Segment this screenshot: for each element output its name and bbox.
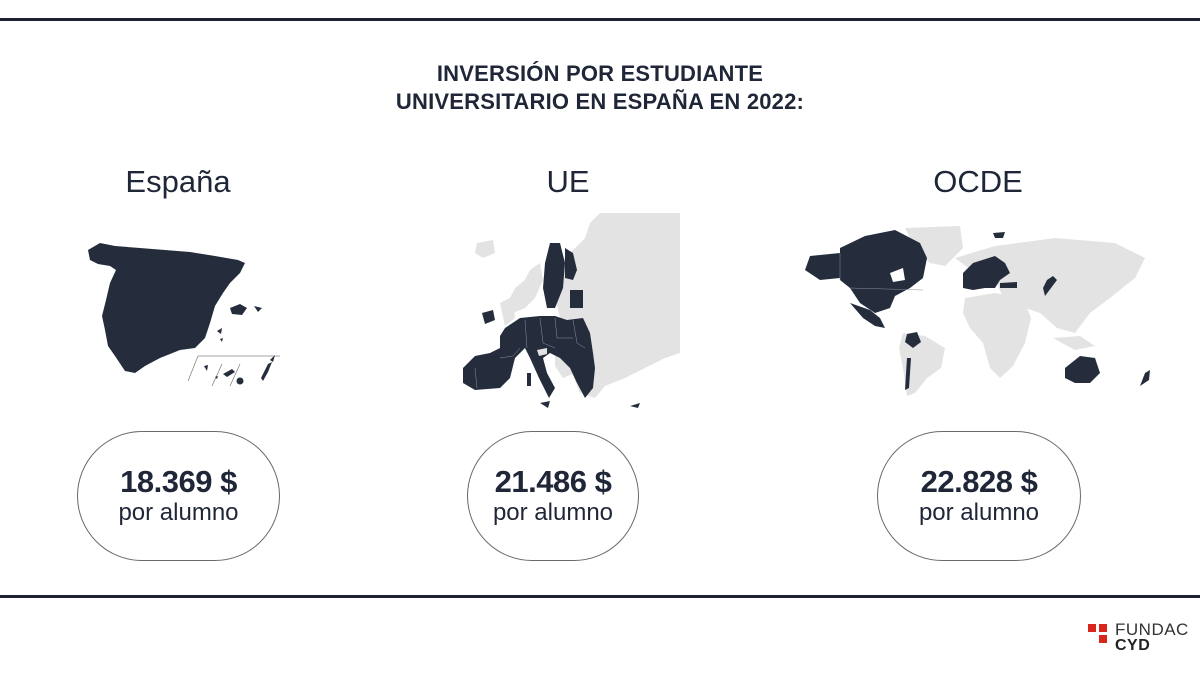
column-heading: OCDE — [933, 164, 1023, 199]
logo-square-icon — [1099, 635, 1107, 643]
column-espana: España — [18, 160, 338, 204]
page-title: INVERSIÓN POR ESTUDIANTE UNIVERSITARIO E… — [300, 60, 900, 116]
top-divider — [0, 18, 1200, 21]
amount-unit: por alumno — [492, 499, 614, 526]
logo-square-icon — [1099, 624, 1107, 632]
amount-unit: por alumno — [918, 499, 1040, 526]
column-heading: España — [125, 164, 231, 199]
column-ue: UE — [408, 160, 728, 204]
bottom-divider — [0, 595, 1200, 598]
metric-pill-ue: 21.486 $ por alumno — [467, 431, 639, 561]
column-ocde: OCDE — [818, 160, 1138, 204]
column-heading: UE — [546, 164, 590, 199]
logo-square-icon — [1088, 624, 1096, 632]
amount-unit: por alumno — [118, 499, 239, 526]
title-line-2: UNIVERSITARIO EN ESPAÑA EN 2022: — [395, 89, 805, 114]
europe-map-icon — [463, 213, 680, 408]
metric-pill-espana: 18.369 $ por alumno — [77, 431, 280, 561]
title-line-1: INVERSIÓN POR ESTUDIANTE — [436, 61, 764, 86]
spain-map-icon — [88, 243, 280, 387]
fundacion-cyd-logo: FUNDAC CYD — [1088, 620, 1200, 660]
world-map-icon — [805, 226, 1150, 396]
amount-value: 21.486 $ — [494, 464, 612, 499]
amount-value: 22.828 $ — [920, 464, 1038, 499]
logo-text-line-1: FUNDAC — [1115, 620, 1189, 639]
amount-value: 18.369 $ — [120, 464, 237, 499]
metric-pill-ocde: 22.828 $ por alumno — [877, 431, 1081, 561]
logo-text-line-2: CYD — [1115, 637, 1151, 654]
